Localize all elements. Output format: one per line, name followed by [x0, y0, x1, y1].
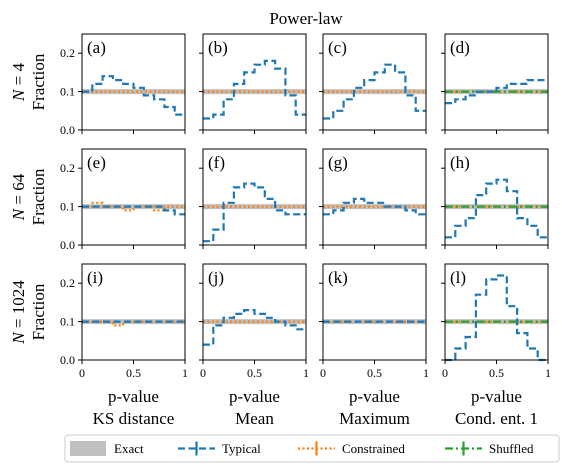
y-tick-label: 0.2 — [60, 46, 75, 60]
x-axis-label: p-value — [471, 387, 522, 406]
x-tick-label: 1 — [545, 366, 551, 380]
panel-g: (g) — [319, 148, 427, 249]
panel-d: (d) — [441, 33, 549, 134]
y-axis-label: Fraction — [29, 168, 48, 225]
panel-b: (b) — [199, 33, 307, 134]
panel-tag: (e) — [87, 153, 106, 172]
x-axis-sublabel: Cond. ent. 1 — [455, 409, 538, 428]
panel-tag: (h) — [450, 153, 470, 172]
x-axis-label: p-value — [229, 387, 280, 406]
y-axis-label: Fraction — [29, 283, 48, 340]
panel-i: 0.0 0.1 0.2 0 0.5 1 (i) — [60, 263, 188, 380]
panel-tag: (i) — [87, 268, 103, 287]
typical-series — [82, 75, 185, 116]
x-axis-label: p-value — [349, 387, 400, 406]
panel-e: 0.0 0.1 0.2 (e) — [60, 148, 186, 252]
typical-series — [445, 79, 548, 105]
row-label: N = 64 — [9, 173, 28, 221]
panel-tag: (d) — [450, 38, 470, 57]
x-tick-label: 0 — [79, 366, 85, 380]
panel-tag: (c) — [328, 38, 347, 57]
y-tick-label: 0.1 — [60, 85, 75, 99]
panel-tag: (j) — [208, 268, 224, 287]
x-tick-label: 0 — [442, 366, 448, 380]
x-axis-sublabel: Maximum — [339, 409, 410, 428]
panel-tag: (f) — [208, 153, 225, 172]
panel-tag: (a) — [87, 38, 106, 57]
x-tick-label: 0.5 — [126, 366, 141, 380]
y-tick-label: 0.0 — [60, 353, 75, 367]
x-tick-label: 0.5 — [489, 366, 504, 380]
panel-j: 0 0.5 1 (j) — [199, 263, 309, 380]
row-label: N = 1024 — [9, 280, 28, 345]
panel-k: 0 0.5 1 (k) — [319, 263, 429, 380]
panel-l: 0 0.5 1 (l) — [441, 263, 551, 380]
legend-label-typical: Typical — [222, 441, 261, 456]
typical-series — [445, 274, 548, 362]
x-tick-label: 0.5 — [247, 366, 262, 380]
x-axis-sublabel: KS distance — [93, 409, 175, 428]
legend: Exact Typical Constrained Shuffled — [64, 434, 560, 463]
typical-series — [203, 59, 306, 120]
panel-grid: 0.0 0.1 0.2 (a) (b) (c) (d) 0.0 0.1 0.2 (e) (f) (g) (… — [9, 33, 551, 428]
y-tick-label: 0.2 — [60, 276, 75, 290]
x-axis-label: p-value — [108, 387, 159, 406]
legend-label-shuffled: Shuffled — [489, 441, 534, 456]
typical-series — [445, 178, 548, 239]
typical-series — [203, 182, 306, 243]
typical-series — [323, 63, 426, 120]
panel-h: (h) — [441, 148, 549, 249]
panel-c: (c) — [319, 33, 427, 134]
x-tick-label: 1 — [423, 366, 429, 380]
panel-tag: (k) — [328, 268, 348, 287]
y-tick-label: 0.2 — [60, 161, 75, 175]
panel-tag: (l) — [450, 268, 466, 287]
x-tick-label: 0.5 — [367, 366, 382, 380]
y-tick-label: 0.0 — [60, 123, 75, 137]
typical-series — [323, 197, 426, 216]
y-tick-label: 0.1 — [60, 200, 75, 214]
panel-f: (f) — [199, 148, 307, 249]
figure-title: Power-law — [269, 9, 343, 28]
legend-swatch-exact — [70, 441, 106, 456]
typical-series — [82, 205, 185, 216]
x-tick-label: 0 — [320, 366, 326, 380]
panel-tag: (g) — [328, 153, 348, 172]
y-tick-label: 0.1 — [60, 315, 75, 329]
panel-a: 0.0 0.1 0.2 (a) — [60, 33, 186, 137]
panel-tag: (b) — [208, 38, 228, 57]
x-tick-label: 1 — [303, 366, 309, 380]
row-label: N = 4 — [9, 63, 28, 102]
legend-label-exact: Exact — [114, 441, 144, 456]
x-tick-label: 1 — [182, 366, 188, 380]
x-tick-label: 0 — [200, 366, 206, 380]
x-axis-sublabel: Mean — [235, 409, 274, 428]
typical-series — [203, 309, 306, 346]
y-axis-label: Fraction — [29, 53, 48, 110]
legend-label-constrained: Constrained — [342, 441, 405, 456]
y-tick-label: 0.0 — [60, 238, 75, 252]
